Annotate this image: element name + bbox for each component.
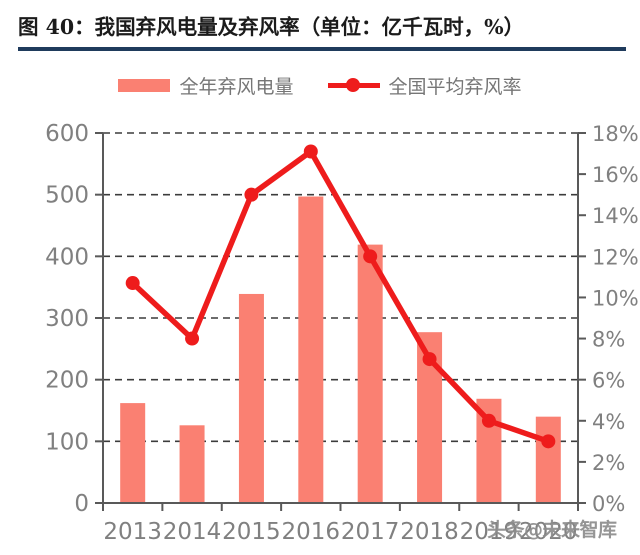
x-axis-tick-label: 2020 xyxy=(519,519,578,545)
bar-2013[interactable] xyxy=(120,403,146,503)
x-axis-tick-label: 2013 xyxy=(103,519,162,545)
rate-line-path xyxy=(129,148,552,445)
legend-item-label: 全国平均弃风率 xyxy=(388,75,522,98)
y-axis-right-tick-label: 6% xyxy=(592,369,625,393)
legend-bar-swatch-icon xyxy=(118,78,171,92)
y-axis-left-tick-label: 600 xyxy=(45,121,89,147)
x-axis-tick-label: 2017 xyxy=(341,519,400,545)
x-axis-tick-label: 2018 xyxy=(400,519,459,545)
line-point-2016[interactable] xyxy=(303,144,318,159)
y-axis-right-tick-label: 12% xyxy=(592,245,639,269)
line-point-2020[interactable] xyxy=(541,434,556,449)
line-point-2014[interactable] xyxy=(185,331,200,346)
x-axis-tick-labels: 2013 2014 2015 2016 2017 2018 2019 2020 xyxy=(103,519,577,545)
y-axis-left-tick-label: 100 xyxy=(45,429,89,455)
bar-2017[interactable] xyxy=(357,244,383,503)
y-axis-right-tick-label: 4% xyxy=(592,410,625,434)
bar-2016[interactable] xyxy=(298,196,324,503)
gridline-group xyxy=(103,132,578,443)
y-axis-right-tick-label: 14% xyxy=(592,204,639,228)
x-axis-tick-label: 2016 xyxy=(282,519,341,545)
y-axis-right-tick-label: 8% xyxy=(592,328,625,352)
line-point-2013[interactable] xyxy=(125,276,140,291)
line-series-group xyxy=(125,144,556,449)
y-axis-left-tick-label: 200 xyxy=(45,368,89,394)
axis-group xyxy=(95,132,586,511)
legend-item-line[interactable]: 全国平均弃风率 xyxy=(327,72,522,99)
line-point-2018[interactable] xyxy=(422,352,437,367)
y-axis-right-tick-labels: 0% 2% 4% 6% 8% 10% 12% 14% 16% 18% xyxy=(592,122,639,516)
bar-2014[interactable] xyxy=(179,425,205,503)
y-axis-left-tick-label: 400 xyxy=(45,244,89,270)
x-axis-tick-label: 2019 xyxy=(460,519,519,545)
y-axis-right-tick-label: 16% xyxy=(592,163,639,187)
y-axis-left-tick-label: 300 xyxy=(45,306,89,332)
x-axis-tick-label: 2014 xyxy=(163,519,222,545)
y-axis-left-tick-label: 500 xyxy=(45,183,89,209)
line-point-2019[interactable] xyxy=(481,413,496,428)
title-underline-rule xyxy=(18,47,626,51)
bar-2020[interactable] xyxy=(535,416,561,503)
bar-series-group xyxy=(120,196,561,503)
page-title: 图 40：我国弃风电量及弃风率（单位：亿千瓦时，%） xyxy=(18,15,525,39)
y-axis-right-tick-label: 18% xyxy=(592,122,639,146)
watermark-text: 头条@未来智库 xyxy=(487,519,617,541)
y-axis-left-tick-labels: 0 100 200 300 400 500 600 xyxy=(45,121,89,517)
legend-line-dot-swatch-icon xyxy=(327,78,380,92)
line-point-2017[interactable] xyxy=(363,249,378,264)
line-point-2015[interactable] xyxy=(244,187,259,202)
legend-item-bar[interactable]: 全年弃风电量 xyxy=(118,72,294,99)
bar-2015[interactable] xyxy=(238,293,264,503)
x-axis-tick-label: 2015 xyxy=(222,519,281,545)
y-axis-right-tick-label: 0% xyxy=(592,492,625,516)
y-axis-right-tick-label: 10% xyxy=(592,286,639,310)
y-axis-left-tick-label: 0 xyxy=(74,491,89,517)
y-axis-right-tick-label: 2% xyxy=(592,451,625,475)
legend-item-label: 全年弃风电量 xyxy=(179,75,294,98)
chart-legend: 全年弃风电量 全国平均弃风率 xyxy=(0,68,640,102)
